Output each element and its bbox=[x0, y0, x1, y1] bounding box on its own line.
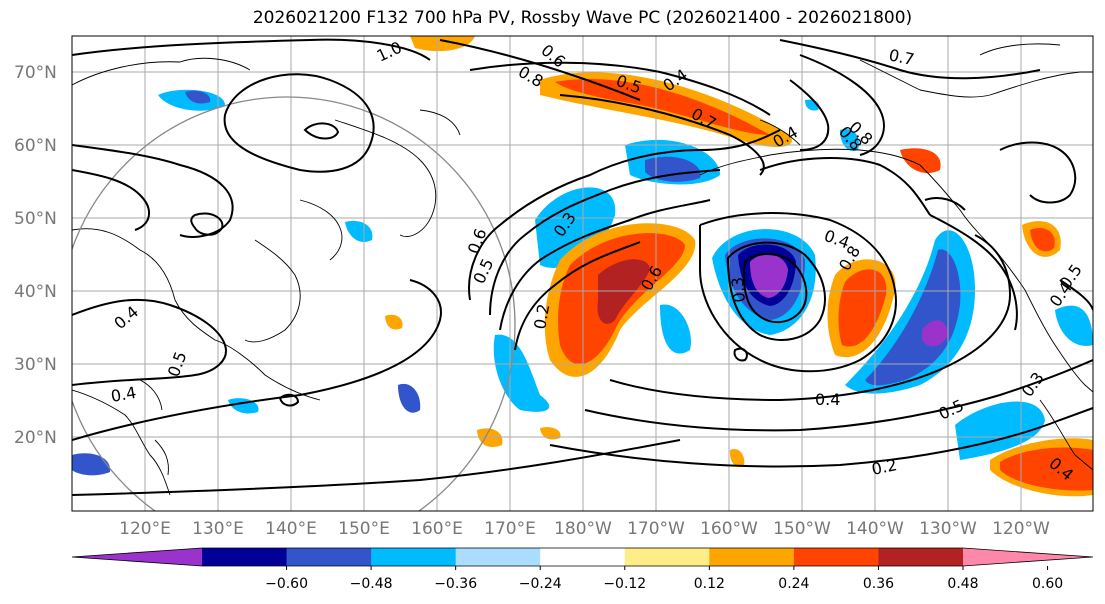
pv-contours bbox=[72, 38, 1093, 496]
colorbar-tick-label: 0.24 bbox=[778, 576, 809, 592]
colorbar-box bbox=[878, 548, 964, 566]
colorbar-box bbox=[202, 548, 288, 566]
colorbar-extend-high bbox=[963, 548, 1093, 566]
latitude-labels: 70°N 60°N 50°N 40°N 30°N 20°N bbox=[14, 63, 57, 448]
lat-label: 70°N bbox=[14, 63, 57, 83]
colorbar-box bbox=[624, 548, 710, 566]
contour-label: 0.2 bbox=[870, 455, 899, 479]
colorbar-outline bbox=[71, 547, 1094, 567]
lon-label: 170°E bbox=[484, 519, 536, 539]
lon-label: 180°W bbox=[554, 519, 612, 539]
colorbar-tick-label: 0.12 bbox=[694, 576, 725, 592]
contour-label: 0.2 bbox=[530, 302, 553, 330]
lon-label: 140°W bbox=[846, 519, 904, 539]
lat-label: 50°N bbox=[14, 209, 57, 229]
colorbar-tick-label: −0.36 bbox=[434, 576, 477, 592]
colorbar-tick-label: 0.60 bbox=[1032, 576, 1063, 592]
lon-label: 150°E bbox=[338, 519, 390, 539]
lon-label: 130°W bbox=[919, 519, 977, 539]
colorbar-tick-label: −0.60 bbox=[265, 576, 308, 592]
map-frame bbox=[71, 35, 1094, 512]
lat-label: 60°N bbox=[14, 136, 57, 156]
contour-label: 0.4 bbox=[815, 390, 840, 409]
graticule bbox=[72, 36, 1093, 511]
colorbar-tick-label: 0.36 bbox=[863, 576, 894, 592]
map-plot-area: 1.0 0.6 0.8 0.5 0.4 0.7 0.7 0.8 0.6 0.3 … bbox=[72, 36, 1093, 511]
colorbar-tick-label: 0.48 bbox=[947, 576, 978, 592]
lat-label: 30°N bbox=[14, 355, 57, 375]
lon-label: 150°W bbox=[773, 519, 831, 539]
lat-label: 20°N bbox=[14, 428, 57, 448]
lon-label: 120°W bbox=[992, 519, 1050, 539]
colorbar-box bbox=[371, 548, 457, 566]
colorbar-tick-label: −0.24 bbox=[519, 576, 562, 592]
colorbar-box bbox=[540, 548, 626, 566]
colorbar-box bbox=[793, 548, 879, 566]
colorbar-tick-label: −0.12 bbox=[603, 576, 646, 592]
lon-label: 160°W bbox=[700, 519, 758, 539]
lon-label: 170°W bbox=[627, 519, 685, 539]
contour-label: 0.3 bbox=[728, 276, 749, 303]
colorbar-box bbox=[455, 548, 541, 566]
map-title: 2026021200 F132 700 hPa PV, Rossby Wave … bbox=[252, 8, 913, 28]
longitude-labels: 120°E 130°E 140°E 150°E 160°E 170°E 180°… bbox=[119, 519, 1050, 539]
contour-label: 0.7 bbox=[887, 45, 916, 69]
colorbar-tick-label: −0.48 bbox=[350, 576, 393, 592]
lon-label: 160°E bbox=[411, 519, 463, 539]
lon-label: 120°E bbox=[119, 519, 171, 539]
contour-label: 0.4 bbox=[109, 383, 137, 406]
range-circle bbox=[72, 96, 516, 511]
coastlines bbox=[72, 43, 1093, 496]
colorbar-extend-low bbox=[72, 548, 202, 566]
lon-label: 130°E bbox=[192, 519, 244, 539]
colorbar: −0.60 −0.48 −0.36 −0.24 −0.12 0.12 0.24 0.36 0.4… bbox=[71, 547, 1094, 592]
lon-label: 140°E bbox=[265, 519, 317, 539]
colorbar-box bbox=[709, 548, 795, 566]
lat-label: 40°N bbox=[14, 282, 57, 302]
colorbar-box bbox=[286, 548, 372, 566]
